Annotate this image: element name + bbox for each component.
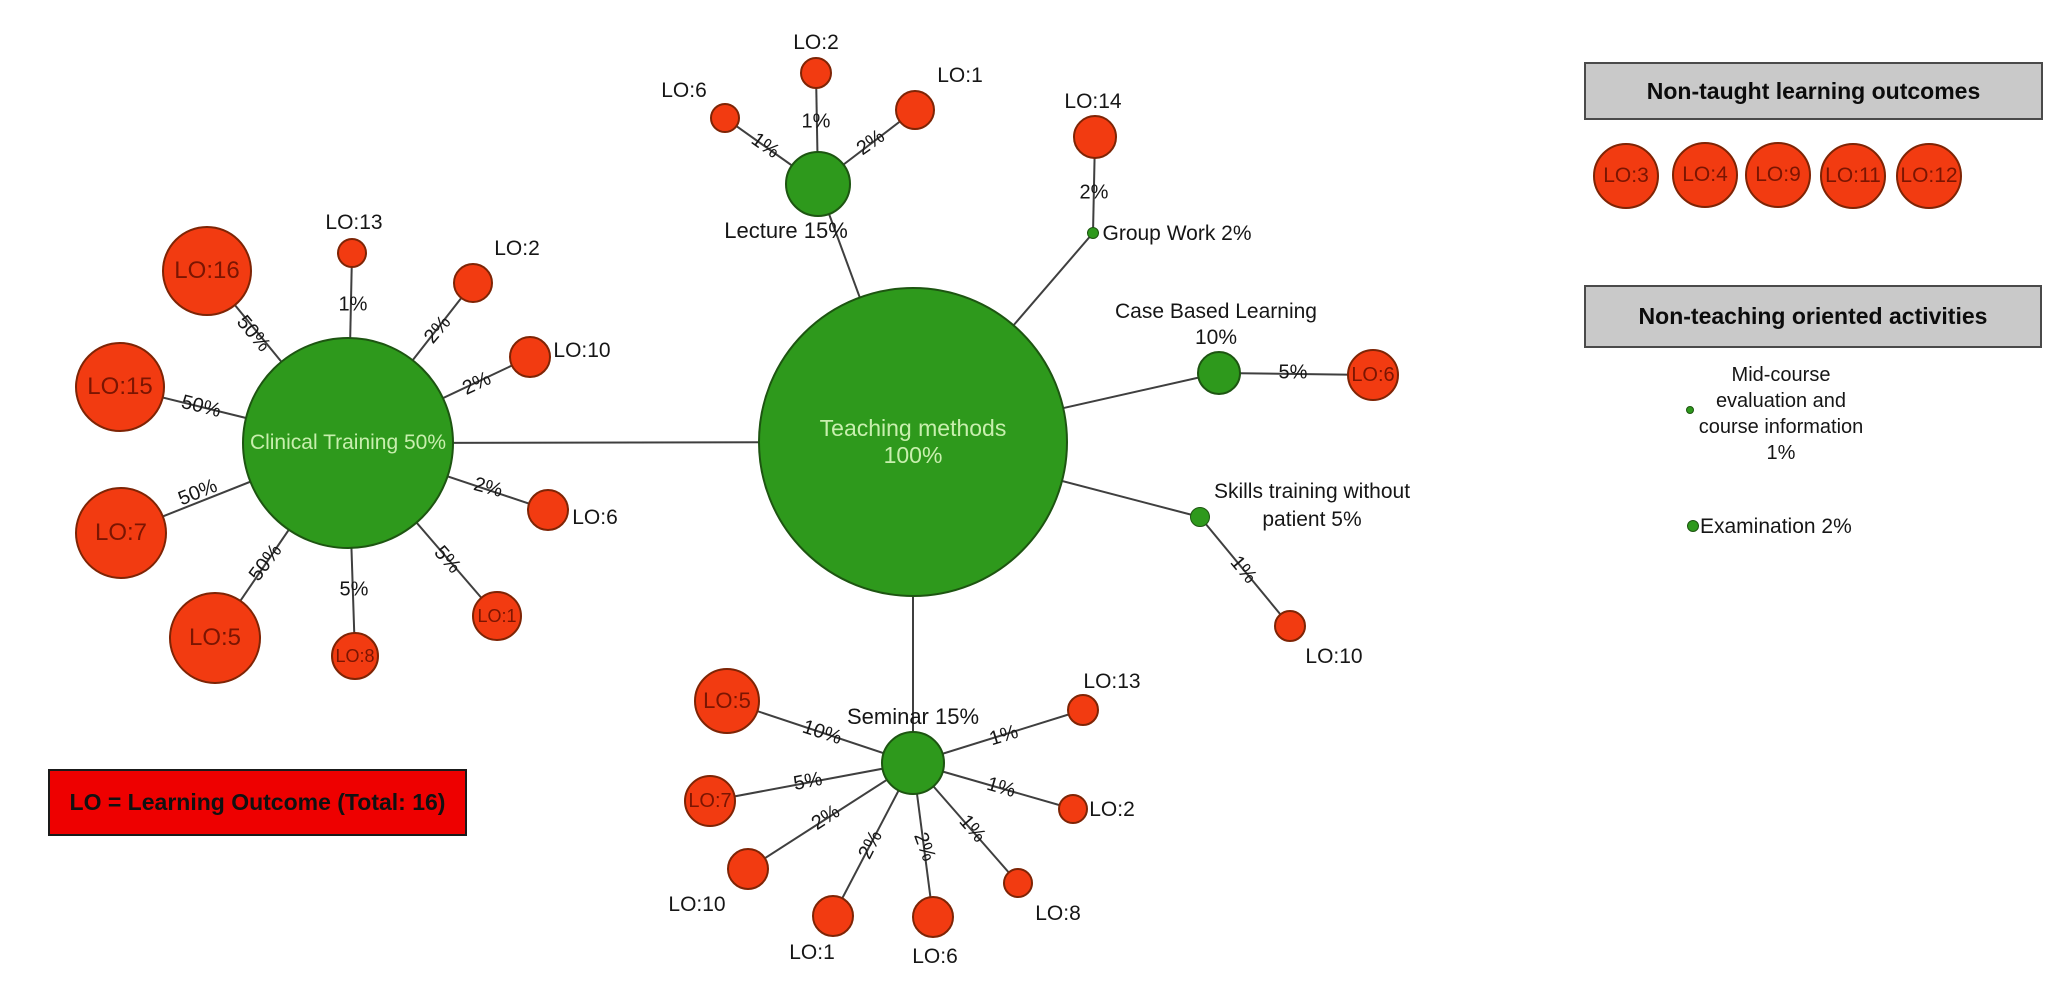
teaching-methods-label-line1: Teaching methods bbox=[819, 414, 1007, 441]
node-skills-training bbox=[1190, 507, 1210, 527]
teaching-methods-label-line2: 100% bbox=[883, 442, 943, 468]
lo-node-casebased-6: LO:6 bbox=[1347, 349, 1399, 401]
lo-node-clinical-5: LO:5 bbox=[169, 592, 261, 684]
mid-course-label: Mid-course evaluation and course informa… bbox=[1661, 362, 1901, 466]
lo-label: LO:3 bbox=[1603, 164, 1649, 187]
case-based-label-line2: 10% bbox=[1194, 326, 1238, 349]
mid-course-line4: 1% bbox=[1766, 442, 1796, 464]
node-mid-course-dot bbox=[1686, 406, 1694, 414]
lo-label: LO:1 bbox=[789, 941, 835, 964]
lo-label: LO:13 bbox=[325, 211, 383, 234]
clinical-training-label: Clinical Training 50% bbox=[249, 430, 447, 454]
non-taught-header-text: Non-taught learning outcomes bbox=[1646, 77, 1981, 104]
lo-label: LO:8 bbox=[335, 645, 375, 666]
lo-node-seminar-7: LO:7 bbox=[684, 775, 736, 827]
skills-label-line1: Skills training without bbox=[1213, 480, 1411, 503]
lo-label: LO:2 bbox=[494, 237, 540, 260]
skills-label-line2: patient 5% bbox=[1262, 508, 1362, 531]
lo-label: LO:16 bbox=[174, 257, 240, 284]
non-teaching-header: Non-teaching oriented activities bbox=[1584, 285, 2042, 348]
lo-label: LO:7 bbox=[94, 519, 148, 546]
lo-label: LO:11 bbox=[1825, 164, 1881, 187]
mid-course-line3: course information bbox=[1698, 416, 1864, 438]
lo-label: LO:12 bbox=[1900, 164, 1958, 187]
lo-label: LO:14 bbox=[1064, 90, 1122, 113]
lo-label: LO:6 bbox=[661, 79, 707, 102]
lo-label: LO:5 bbox=[188, 624, 242, 651]
node-teaching-methods: Teaching methods 100% bbox=[758, 287, 1068, 597]
non-taught-header: Non-taught learning outcomes bbox=[1584, 62, 2043, 120]
lo-node-seminar-1 bbox=[812, 895, 854, 937]
lo-node-seminar-13 bbox=[1067, 694, 1099, 726]
case-based-label-line1: Case Based Learning bbox=[1115, 300, 1317, 323]
edge-pct: 5% bbox=[339, 578, 369, 601]
examination-label: Examination 2% bbox=[1700, 515, 1852, 538]
mid-course-line1: Mid-course bbox=[1731, 364, 1831, 386]
lo-node-clinical-7: LO:7 bbox=[75, 487, 167, 579]
lo-node-nontaught-9: LO:9 bbox=[1745, 142, 1811, 208]
lo-label: LO:5 bbox=[703, 688, 751, 713]
edge-pct: 2% bbox=[1079, 181, 1109, 204]
node-case-based-learning bbox=[1197, 351, 1241, 395]
lo-label: LO:10 bbox=[553, 339, 611, 362]
lo-label: LO:1 bbox=[477, 605, 517, 626]
node-group-work bbox=[1087, 227, 1099, 239]
lo-node-clinical-6 bbox=[527, 489, 569, 531]
lo-node-seminar-5: LO:5 bbox=[694, 668, 760, 734]
lo-node-seminar-6 bbox=[912, 896, 954, 938]
lo-label: LO:10 bbox=[668, 893, 726, 916]
lo-node-lecture-1 bbox=[895, 90, 935, 130]
lo-label: LO:15 bbox=[87, 373, 153, 400]
lo-node-clinical-13 bbox=[337, 238, 367, 268]
lo-node-nontaught-11: LO:11 bbox=[1820, 143, 1886, 209]
lo-node-skills-10 bbox=[1274, 610, 1306, 642]
lo-node-nontaught-12: LO:12 bbox=[1896, 143, 1962, 209]
lo-label: LO:7 bbox=[688, 789, 732, 812]
seminar-label: Seminar 15% bbox=[846, 704, 980, 729]
non-teaching-header-text: Non-teaching oriented activities bbox=[1638, 303, 1988, 329]
node-lecture bbox=[785, 151, 851, 217]
legend-box: LO = Learning Outcome (Total: 16) bbox=[48, 769, 467, 836]
lo-node-clinical-1: LO:1 bbox=[472, 591, 522, 641]
lo-node-clinical-15: LO:15 bbox=[75, 342, 165, 432]
edge-pct: 1% bbox=[338, 293, 368, 316]
legend-text: LO = Learning Outcome (Total: 16) bbox=[69, 789, 446, 815]
lo-node-clinical-16: LO:16 bbox=[162, 226, 252, 316]
lo-label: LO:6 bbox=[1351, 363, 1395, 386]
lo-node-seminar-2 bbox=[1058, 794, 1088, 824]
lo-label: LO:6 bbox=[572, 506, 618, 529]
lo-label: LO:10 bbox=[1305, 645, 1363, 668]
lo-node-clinical-2 bbox=[453, 263, 493, 303]
edge-pct: 1% bbox=[801, 110, 831, 133]
lo-node-seminar-8 bbox=[1003, 868, 1033, 898]
lecture-label: Lecture 15% bbox=[724, 218, 848, 243]
lo-label: LO:4 bbox=[1682, 163, 1728, 186]
lo-node-nontaught-3: LO:3 bbox=[1593, 143, 1659, 209]
lo-node-clinical-10 bbox=[509, 336, 551, 378]
group-work-label: Group Work 2% bbox=[1102, 222, 1252, 245]
lo-node-nontaught-4: LO:4 bbox=[1672, 142, 1738, 208]
node-examination-dot bbox=[1687, 520, 1699, 532]
lo-label: LO:2 bbox=[1089, 798, 1135, 821]
node-clinical-training: Clinical Training 50% bbox=[242, 337, 454, 549]
lo-label: LO:2 bbox=[793, 31, 839, 54]
lo-node-lecture-6 bbox=[710, 103, 740, 133]
lo-node-seminar-10 bbox=[727, 848, 769, 890]
lo-label: LO:9 bbox=[1755, 163, 1801, 186]
lo-label: LO:6 bbox=[912, 945, 958, 968]
lo-node-groupwork-14 bbox=[1073, 115, 1117, 159]
node-seminar bbox=[881, 731, 945, 795]
lo-label: LO:13 bbox=[1083, 670, 1141, 693]
edge bbox=[1199, 516, 1291, 627]
lo-label: LO:1 bbox=[937, 64, 983, 87]
lo-node-lecture-2 bbox=[800, 57, 832, 89]
mid-course-line2: evaluation and bbox=[1715, 390, 1847, 412]
edge-pct: 5% bbox=[1278, 361, 1308, 384]
lo-label: LO:8 bbox=[1035, 902, 1081, 925]
lo-node-clinical-8: LO:8 bbox=[331, 632, 379, 680]
edge bbox=[709, 762, 914, 802]
